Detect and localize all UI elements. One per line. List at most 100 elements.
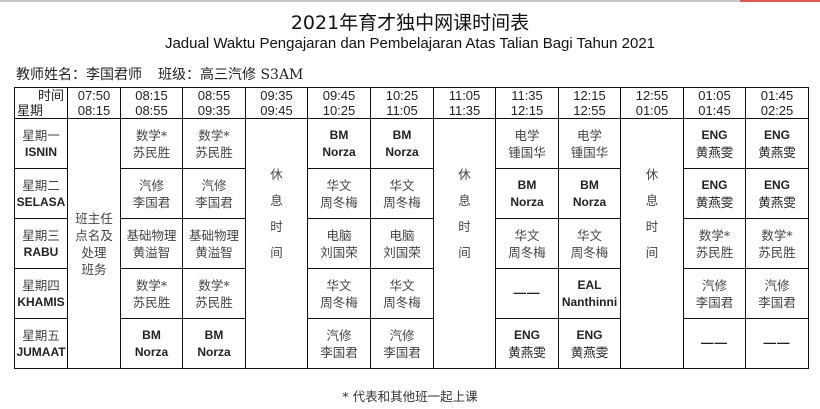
lesson-subject: 数学* <box>761 227 793 243</box>
slot-end-time: 01:05 <box>635 103 669 118</box>
break-text: 休 <box>458 166 471 182</box>
slot-start-time: 11:05 <box>448 88 481 103</box>
time-slot-header: 08:55 09:35 <box>182 87 246 119</box>
day-label: 星期 <box>17 103 44 118</box>
lesson-cell: BM Norza <box>558 168 621 219</box>
break-text: 休 <box>645 166 659 182</box>
slot-end-time: 11:05 <box>386 103 418 118</box>
lesson-subject: 电脑 <box>326 227 352 243</box>
day-name-cn: 星期五 <box>22 327 60 343</box>
lesson-subject: 数学* <box>198 127 230 143</box>
slot-start-time: 09:45 <box>322 88 356 103</box>
lesson-cell: 数学* 苏民胜 <box>120 118 183 169</box>
lesson-teacher: 李国君 <box>758 294 796 310</box>
lesson-cell: 华文 周冬梅 <box>307 268 371 319</box>
lesson-subject: ENG <box>576 327 603 342</box>
time-slot-header: 01:05 01:45 <box>683 87 746 119</box>
lesson-teacher: 锺国华 <box>570 144 609 160</box>
lesson-teacher: 黄溢智 <box>132 244 171 260</box>
day-cell: 星期三 RABU <box>14 218 68 269</box>
lesson-subject: 汽修 <box>701 277 727 293</box>
lesson-teacher: 李国君 <box>320 344 358 360</box>
lesson-cell: 数学* 苏民胜 <box>120 268 183 319</box>
lesson-teacher: 黄燕雯 <box>758 194 796 210</box>
day-name-cn: 星期三 <box>22 227 60 243</box>
header-row: 时间 星期 07:50 08:15 08:15 08:55 08:55 09:35 09:3… <box>14 87 809 119</box>
page-title: 2021年育才独中网课时间表 <box>290 12 530 34</box>
time-slot-header: 08:15 08:55 <box>120 87 183 119</box>
teacher-name: 教师姓名：李国君师 <box>16 67 142 83</box>
top-bar-accent <box>740 0 820 2</box>
slot-start-time: 07:50 <box>77 88 111 103</box>
day-name-cn: 星期一 <box>22 127 60 143</box>
lesson-cell: 电脑 刘国荣 <box>307 218 371 269</box>
slot-start-time: 08:15 <box>135 88 168 103</box>
lesson-cell: 数学* 苏民胜 <box>182 268 246 319</box>
lesson-subject: 基础物理 <box>126 227 177 243</box>
lesson-subject: 华文 <box>326 177 352 193</box>
lesson-subject: 电脑 <box>389 227 415 243</box>
lesson-cell: 数学* 苏民胜 <box>182 118 246 169</box>
lesson-teacher: 刘国荣 <box>320 244 358 260</box>
slot-start-time: 12:15 <box>573 88 606 103</box>
lesson-cell: ENG 黄燕雯 <box>558 318 621 369</box>
time-slot-header: 11:05 11:35 <box>433 87 496 119</box>
lesson-cell: 基础物理 黄溢智 <box>182 218 246 269</box>
time-slot-header: 10:25 11:05 <box>370 87 434 119</box>
lesson-subject: 华文 <box>326 277 352 293</box>
lesson-teacher: 周冬梅 <box>320 194 358 210</box>
lesson-subject: 华文 <box>389 177 415 193</box>
lesson-cell: —— <box>745 318 809 369</box>
lesson-teacher: Norza <box>572 194 607 209</box>
lesson-subject: —— <box>701 336 728 350</box>
corner-cell: 时间 星期 <box>14 87 68 119</box>
lesson-cell: —— <box>495 268 559 319</box>
lesson-subject: BM <box>142 327 161 342</box>
lesson-subject: 数学* <box>198 277 230 293</box>
lesson-cell: 华文 周冬梅 <box>370 168 434 219</box>
day-name-ms: SELASA <box>16 194 66 209</box>
day-name-ms: ISNIN <box>24 144 57 159</box>
homeroom-text: 点名及 <box>75 227 113 243</box>
lesson-teacher: 苏民胜 <box>132 144 171 160</box>
lesson-cell: ENG 黄燕雯 <box>495 318 559 369</box>
teacher-info: 教师姓名：李国君师 班级：高三汽修 S3AM <box>16 64 303 84</box>
slot-end-time: 12:15 <box>510 103 544 118</box>
break-text: 时 <box>270 218 283 234</box>
top-bar <box>0 0 820 2</box>
lesson-subject: 华文 <box>576 227 602 243</box>
lesson-subject: —— <box>513 286 541 300</box>
lesson-cell: 电学 锺国华 <box>495 118 559 169</box>
lesson-subject: 基础物理 <box>188 227 239 243</box>
lesson-cell: ENG 黄燕雯 <box>683 118 746 169</box>
lesson-teacher: 周冬梅 <box>320 294 358 310</box>
homeroom-text: 班主任 <box>75 210 113 226</box>
lesson-subject: —— <box>763 336 791 350</box>
break-text: 时 <box>645 218 659 234</box>
lesson-teacher: 周冬梅 <box>383 194 421 210</box>
lesson-teacher: 周冬梅 <box>570 244 609 260</box>
time-slot-header: 01:45 02:25 <box>745 87 809 119</box>
break-text: 息 <box>270 192 283 208</box>
lesson-cell: ENG 黄燕雯 <box>683 168 746 219</box>
slot-start-time: 11:35 <box>511 88 543 103</box>
day-row: 星期五 JUMAAT BM Norza BM Norza 汽修 李国君 汽修 李国君 ENG 黄燕雯 E… <box>14 318 809 369</box>
day-row: 星期四 KHAMIS 数学* 苏民胜 数学* 苏民胜 华文 周冬梅 华文 周冬梅 —— EAL Nant… <box>14 268 809 319</box>
slot-start-time: 10:25 <box>385 88 419 103</box>
lesson-teacher: 李国君 <box>195 194 233 210</box>
slot-end-time: 08:55 <box>135 103 168 118</box>
slot-end-time: 11:35 <box>448 103 481 118</box>
lesson-teacher: 李国君 <box>132 194 171 210</box>
lesson-subject: 汽修 <box>138 177 164 193</box>
homeroom-text: 班务 <box>81 261 107 277</box>
lesson-subject: EAL <box>577 277 602 292</box>
break-cell: 休息时间 <box>433 118 496 369</box>
lesson-subject: BM <box>517 177 537 192</box>
lesson-subject: 华文 <box>514 227 540 243</box>
lesson-cell: BM Norza <box>370 118 434 169</box>
slot-start-time: 01:45 <box>760 88 794 103</box>
slot-end-time: 12:55 <box>573 103 606 118</box>
lesson-teacher: Norza <box>385 144 419 159</box>
slot-start-time: 01:05 <box>698 88 731 103</box>
lesson-subject: BM <box>204 327 224 342</box>
